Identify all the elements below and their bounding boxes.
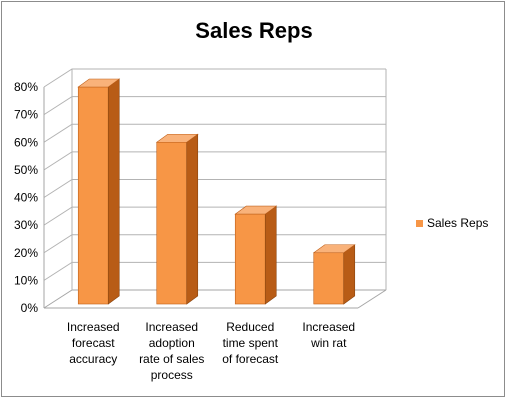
bar-top <box>77 78 121 88</box>
y-tick-label: 60% <box>14 135 38 149</box>
y-tick-label: 30% <box>14 218 38 232</box>
y-tick-label: 20% <box>14 246 38 260</box>
floor-edge <box>357 289 387 309</box>
legend-label: Sales Reps <box>427 216 489 230</box>
y-tick-label: 80% <box>14 80 38 94</box>
bar-side <box>186 133 199 305</box>
bar <box>313 252 345 305</box>
bar-top <box>234 205 278 215</box>
bar <box>156 141 188 305</box>
bar-side <box>264 205 277 305</box>
bar-side <box>343 244 356 305</box>
x-tick-label: Reduced time spent of forecast <box>222 320 279 366</box>
bar-top <box>155 133 199 143</box>
y-tick-label: 40% <box>14 191 38 205</box>
chart-title: Sales Reps <box>195 18 313 43</box>
bar-top <box>312 244 356 254</box>
bar-side <box>107 78 120 305</box>
x-tick-label: Increased win rat <box>302 320 356 350</box>
bar <box>77 86 109 305</box>
x-tick-label: Increased forecast accuracy <box>66 320 120 366</box>
y-tick-label: 50% <box>14 163 38 177</box>
legend-swatch <box>416 219 423 227</box>
legend: Sales Reps <box>416 216 488 230</box>
y-tick-label: 0% <box>21 301 39 315</box>
x-tick-label: Increased adoption rate of sales process <box>139 320 205 382</box>
y-tick-label: 70% <box>14 108 38 122</box>
bar <box>234 213 266 305</box>
y-tick-label: 10% <box>14 273 38 287</box>
